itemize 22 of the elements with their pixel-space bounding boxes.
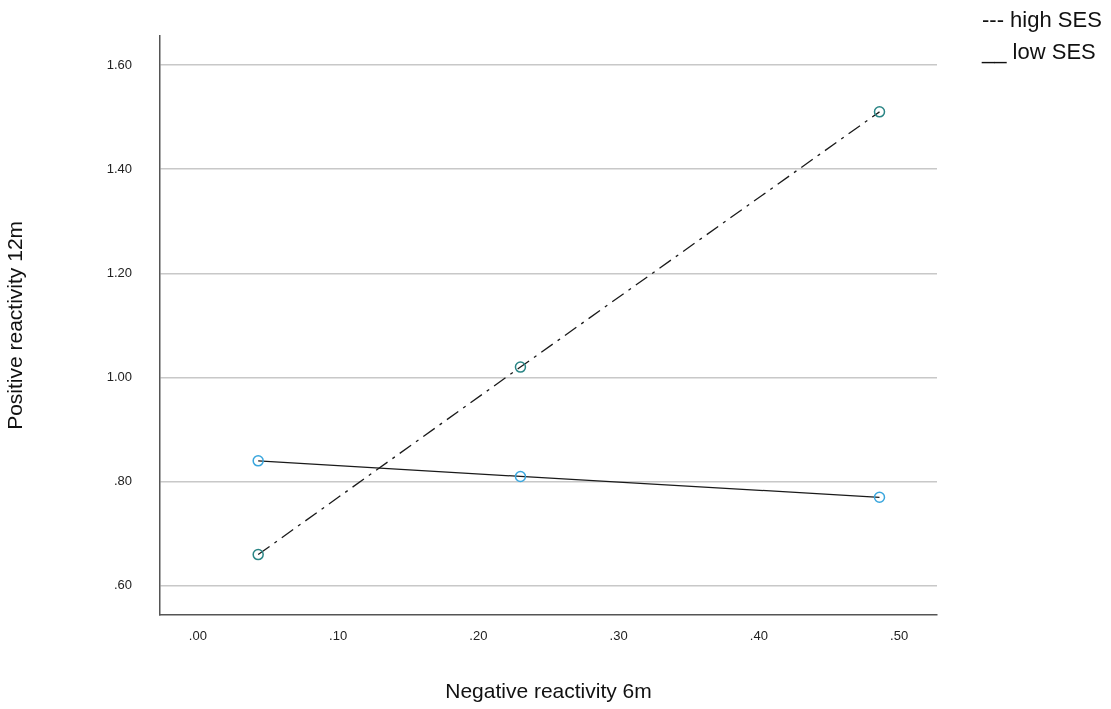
- x-tick-label: .30: [609, 628, 628, 644]
- point: [873, 106, 886, 118]
- x-tick-label: .00: [188, 628, 207, 644]
- y-tick-label: 1.60: [106, 56, 132, 72]
- x-tick-label: .10: [329, 628, 348, 644]
- x-axis-title: Negative reactivity 6m: [445, 679, 652, 703]
- y-tick-label: 1.20: [106, 264, 132, 280]
- y-axis-title: Positive reactivity 12m: [3, 220, 27, 430]
- y-tick-label: 1.00: [106, 369, 132, 385]
- x-tick-label: .40: [749, 628, 768, 644]
- x-tick-label: .50: [890, 628, 909, 644]
- text: __ low SES: [982, 38, 1097, 66]
- point: [873, 491, 886, 504]
- y-tick-label: .80: [113, 473, 132, 489]
- point: [514, 470, 527, 483]
- y-tick-label: .60: [113, 577, 132, 593]
- text: --- high SES: [982, 6, 1102, 34]
- x-tick-label: .20: [469, 628, 488, 644]
- point: [514, 361, 527, 373]
- point: [252, 455, 264, 467]
- point: [252, 548, 264, 561]
- y-tick-label: 1.40: [106, 160, 132, 176]
